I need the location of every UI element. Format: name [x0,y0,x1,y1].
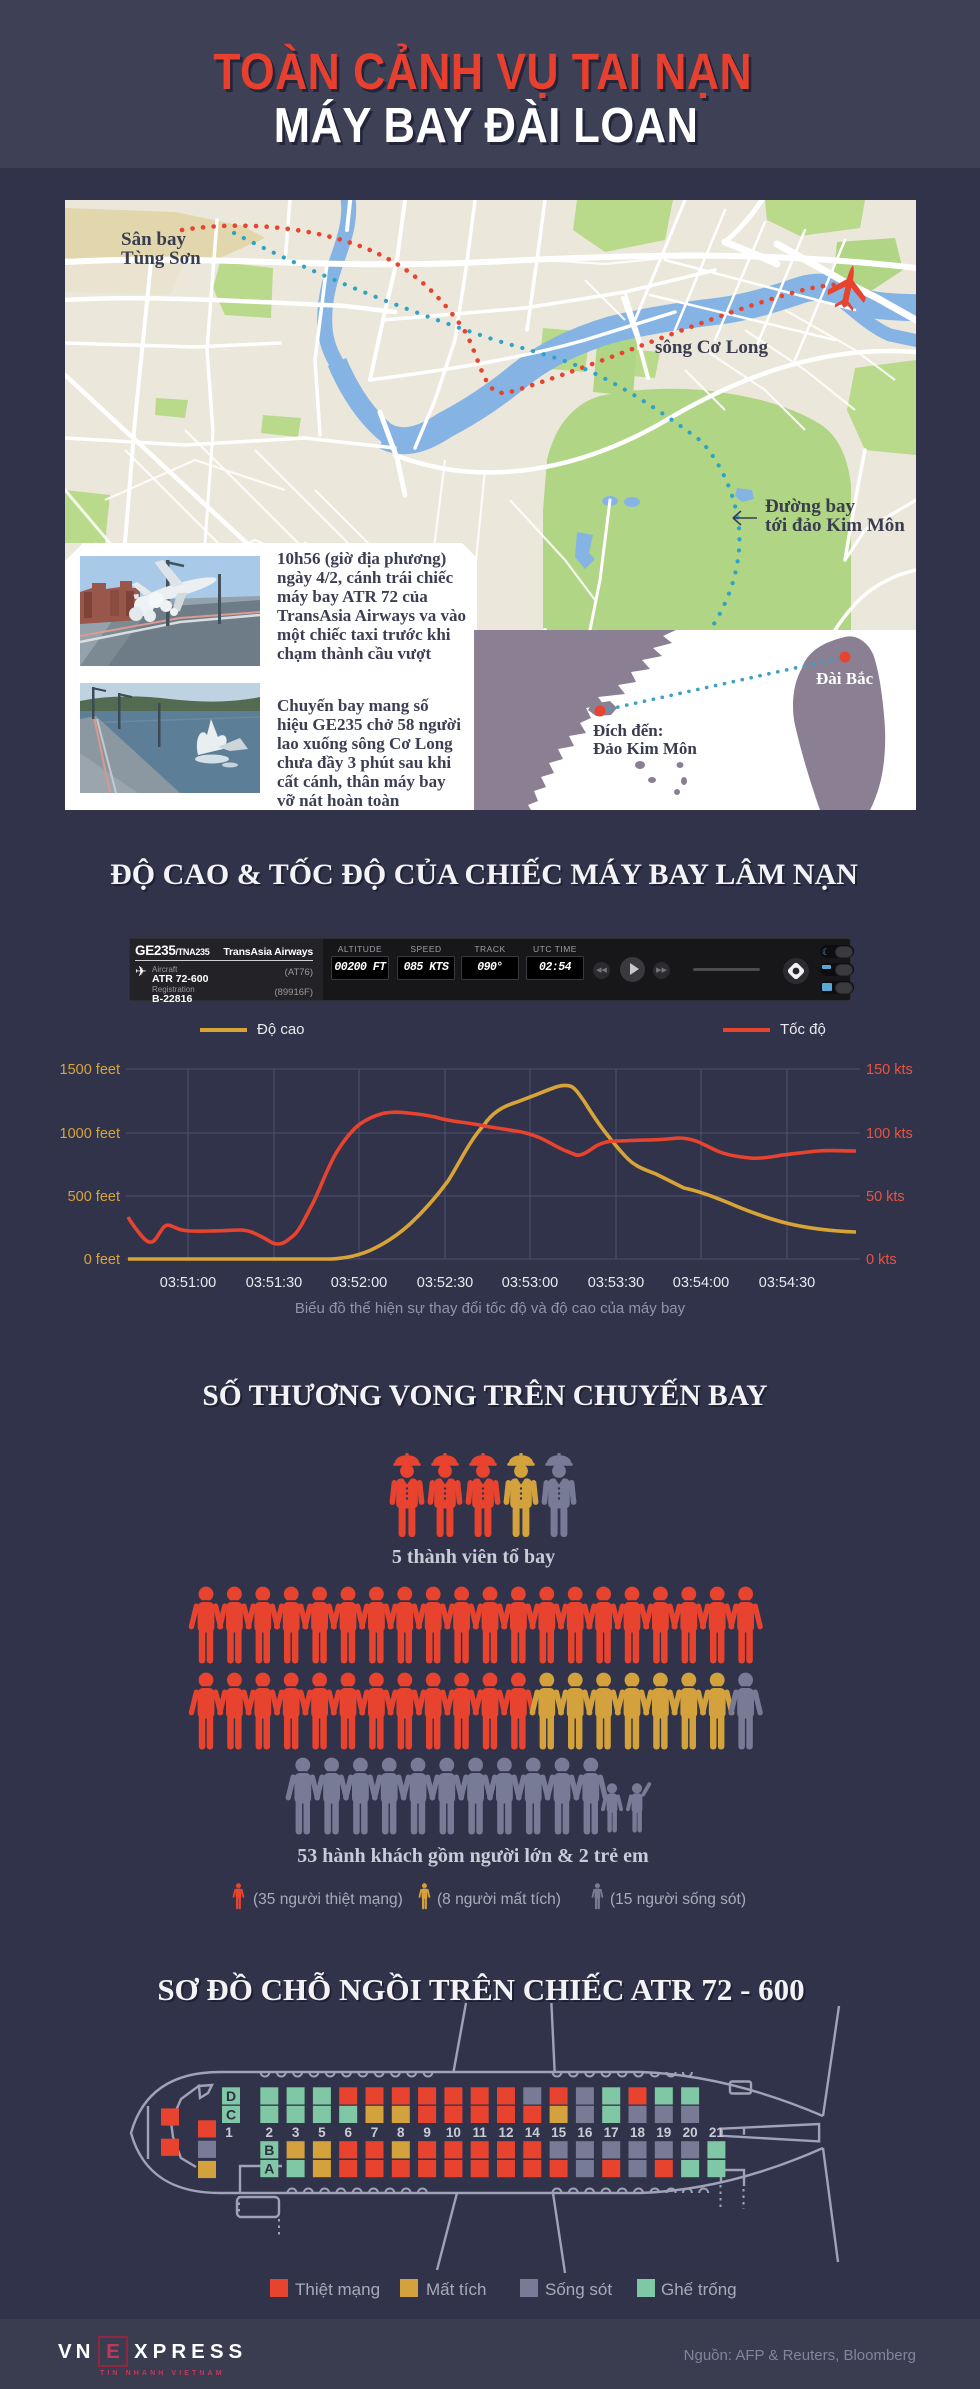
svg-text:Đường bay: Đường bay [765,496,856,517]
svg-text:03:54:00: 03:54:00 [673,1275,729,1291]
svg-text:14: 14 [525,2125,541,2140]
svg-text:sông Cơ Long: sông Cơ Long [655,337,768,358]
svg-text:20: 20 [683,2125,698,2140]
svg-text:03:52:00: 03:52:00 [331,1275,387,1291]
svg-text:10: 10 [446,2125,461,2140]
svg-text:100 kts: 100 kts [866,1126,913,1142]
svg-text:1000 feet: 1000 feet [60,1126,120,1142]
svg-text:0 kts: 0 kts [866,1252,897,1268]
svg-text:0 feet: 0 feet [84,1252,120,1268]
svg-text:7: 7 [371,2125,379,2140]
svg-text:tới đảo Kim Môn: tới đảo Kim Môn [765,515,905,536]
svg-text:3: 3 [292,2125,300,2140]
svg-text:1: 1 [225,2125,233,2140]
svg-text:chưa đầy 3 phút sau khi: chưa đầy 3 phút sau khi [277,753,451,772]
svg-text:17: 17 [604,2125,619,2140]
svg-text:16: 16 [577,2125,593,2140]
svg-text:Đài Bắc: Đài Bắc [816,669,874,688]
svg-text:A: A [264,2161,274,2177]
svg-text:03:53:00: 03:53:00 [502,1275,558,1291]
svg-text:C: C [226,2107,236,2123]
svg-text:chạm thành cầu vượt: chạm thành cầu vượt [277,644,432,663]
svg-text:03:54:30: 03:54:30 [759,1275,815,1291]
svg-text:5: 5 [318,2125,326,2140]
svg-text:ngày 4/2, cánh trái chiếc: ngày 4/2, cánh trái chiếc [277,568,454,587]
svg-text:11: 11 [473,2125,488,2140]
svg-text:21: 21 [709,2125,725,2140]
svg-text:1500 feet: 1500 feet [60,1062,120,1078]
svg-text:19: 19 [656,2125,671,2140]
svg-text:500 feet: 500 feet [68,1189,120,1205]
svg-text:D: D [226,2088,236,2104]
svg-text:vỡ nát hoàn toàn: vỡ nát hoàn toàn [277,791,400,810]
svg-text:03:51:30: 03:51:30 [246,1275,302,1291]
svg-text:8: 8 [397,2125,405,2140]
svg-text:Sân bay: Sân bay [121,229,186,250]
svg-text:cất cánh, thân máy bay: cất cánh, thân máy bay [277,772,446,791]
svg-text:B: B [264,2142,274,2158]
svg-text:12: 12 [498,2125,513,2140]
svg-text:03:53:30: 03:53:30 [588,1275,644,1291]
svg-text:một chiếc taxi trước khi: một chiếc taxi trước khi [277,625,451,644]
svg-text:150 kts: 150 kts [866,1062,913,1078]
svg-text:15: 15 [551,2125,567,2140]
svg-text:6: 6 [344,2125,352,2140]
svg-text:18: 18 [630,2125,646,2140]
svg-text:03:52:30: 03:52:30 [417,1275,473,1291]
svg-text:03:51:00: 03:51:00 [160,1275,216,1291]
svg-text:máy bay ATR 72 của: máy bay ATR 72 của [277,587,428,606]
svg-text:Đảo Kim Môn: Đảo Kim Môn [593,739,697,758]
svg-text:2: 2 [266,2125,274,2140]
svg-text:50 kts: 50 kts [866,1189,905,1205]
svg-text:Chuyến bay mang số: Chuyến bay mang số [277,696,429,715]
svg-text:Tùng Sơn: Tùng Sơn [121,248,201,269]
svg-text:Đích đến:: Đích đến: [593,721,663,740]
svg-text:hiệu GE235 chở 58 người: hiệu GE235 chở 58 người [277,715,461,734]
svg-text:TransAsia Airways va vào: TransAsia Airways va vào [277,606,466,625]
svg-text:10h56 (giờ địa phương): 10h56 (giờ địa phương) [277,549,446,568]
svg-text:lao xuống sông Cơ Long: lao xuống sông Cơ Long [277,734,453,753]
svg-text:9: 9 [423,2125,431,2140]
